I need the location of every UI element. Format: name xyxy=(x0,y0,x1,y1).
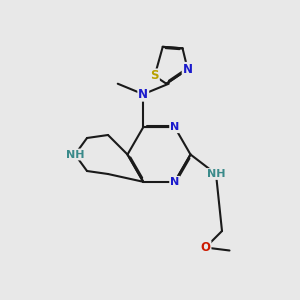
Text: N: N xyxy=(138,88,148,101)
Text: N: N xyxy=(170,122,179,132)
Text: NH: NH xyxy=(207,169,225,179)
Text: S: S xyxy=(150,69,159,82)
Text: O: O xyxy=(200,241,211,254)
Text: N: N xyxy=(170,177,179,187)
Text: NH: NH xyxy=(66,149,84,160)
Text: N: N xyxy=(183,63,193,76)
